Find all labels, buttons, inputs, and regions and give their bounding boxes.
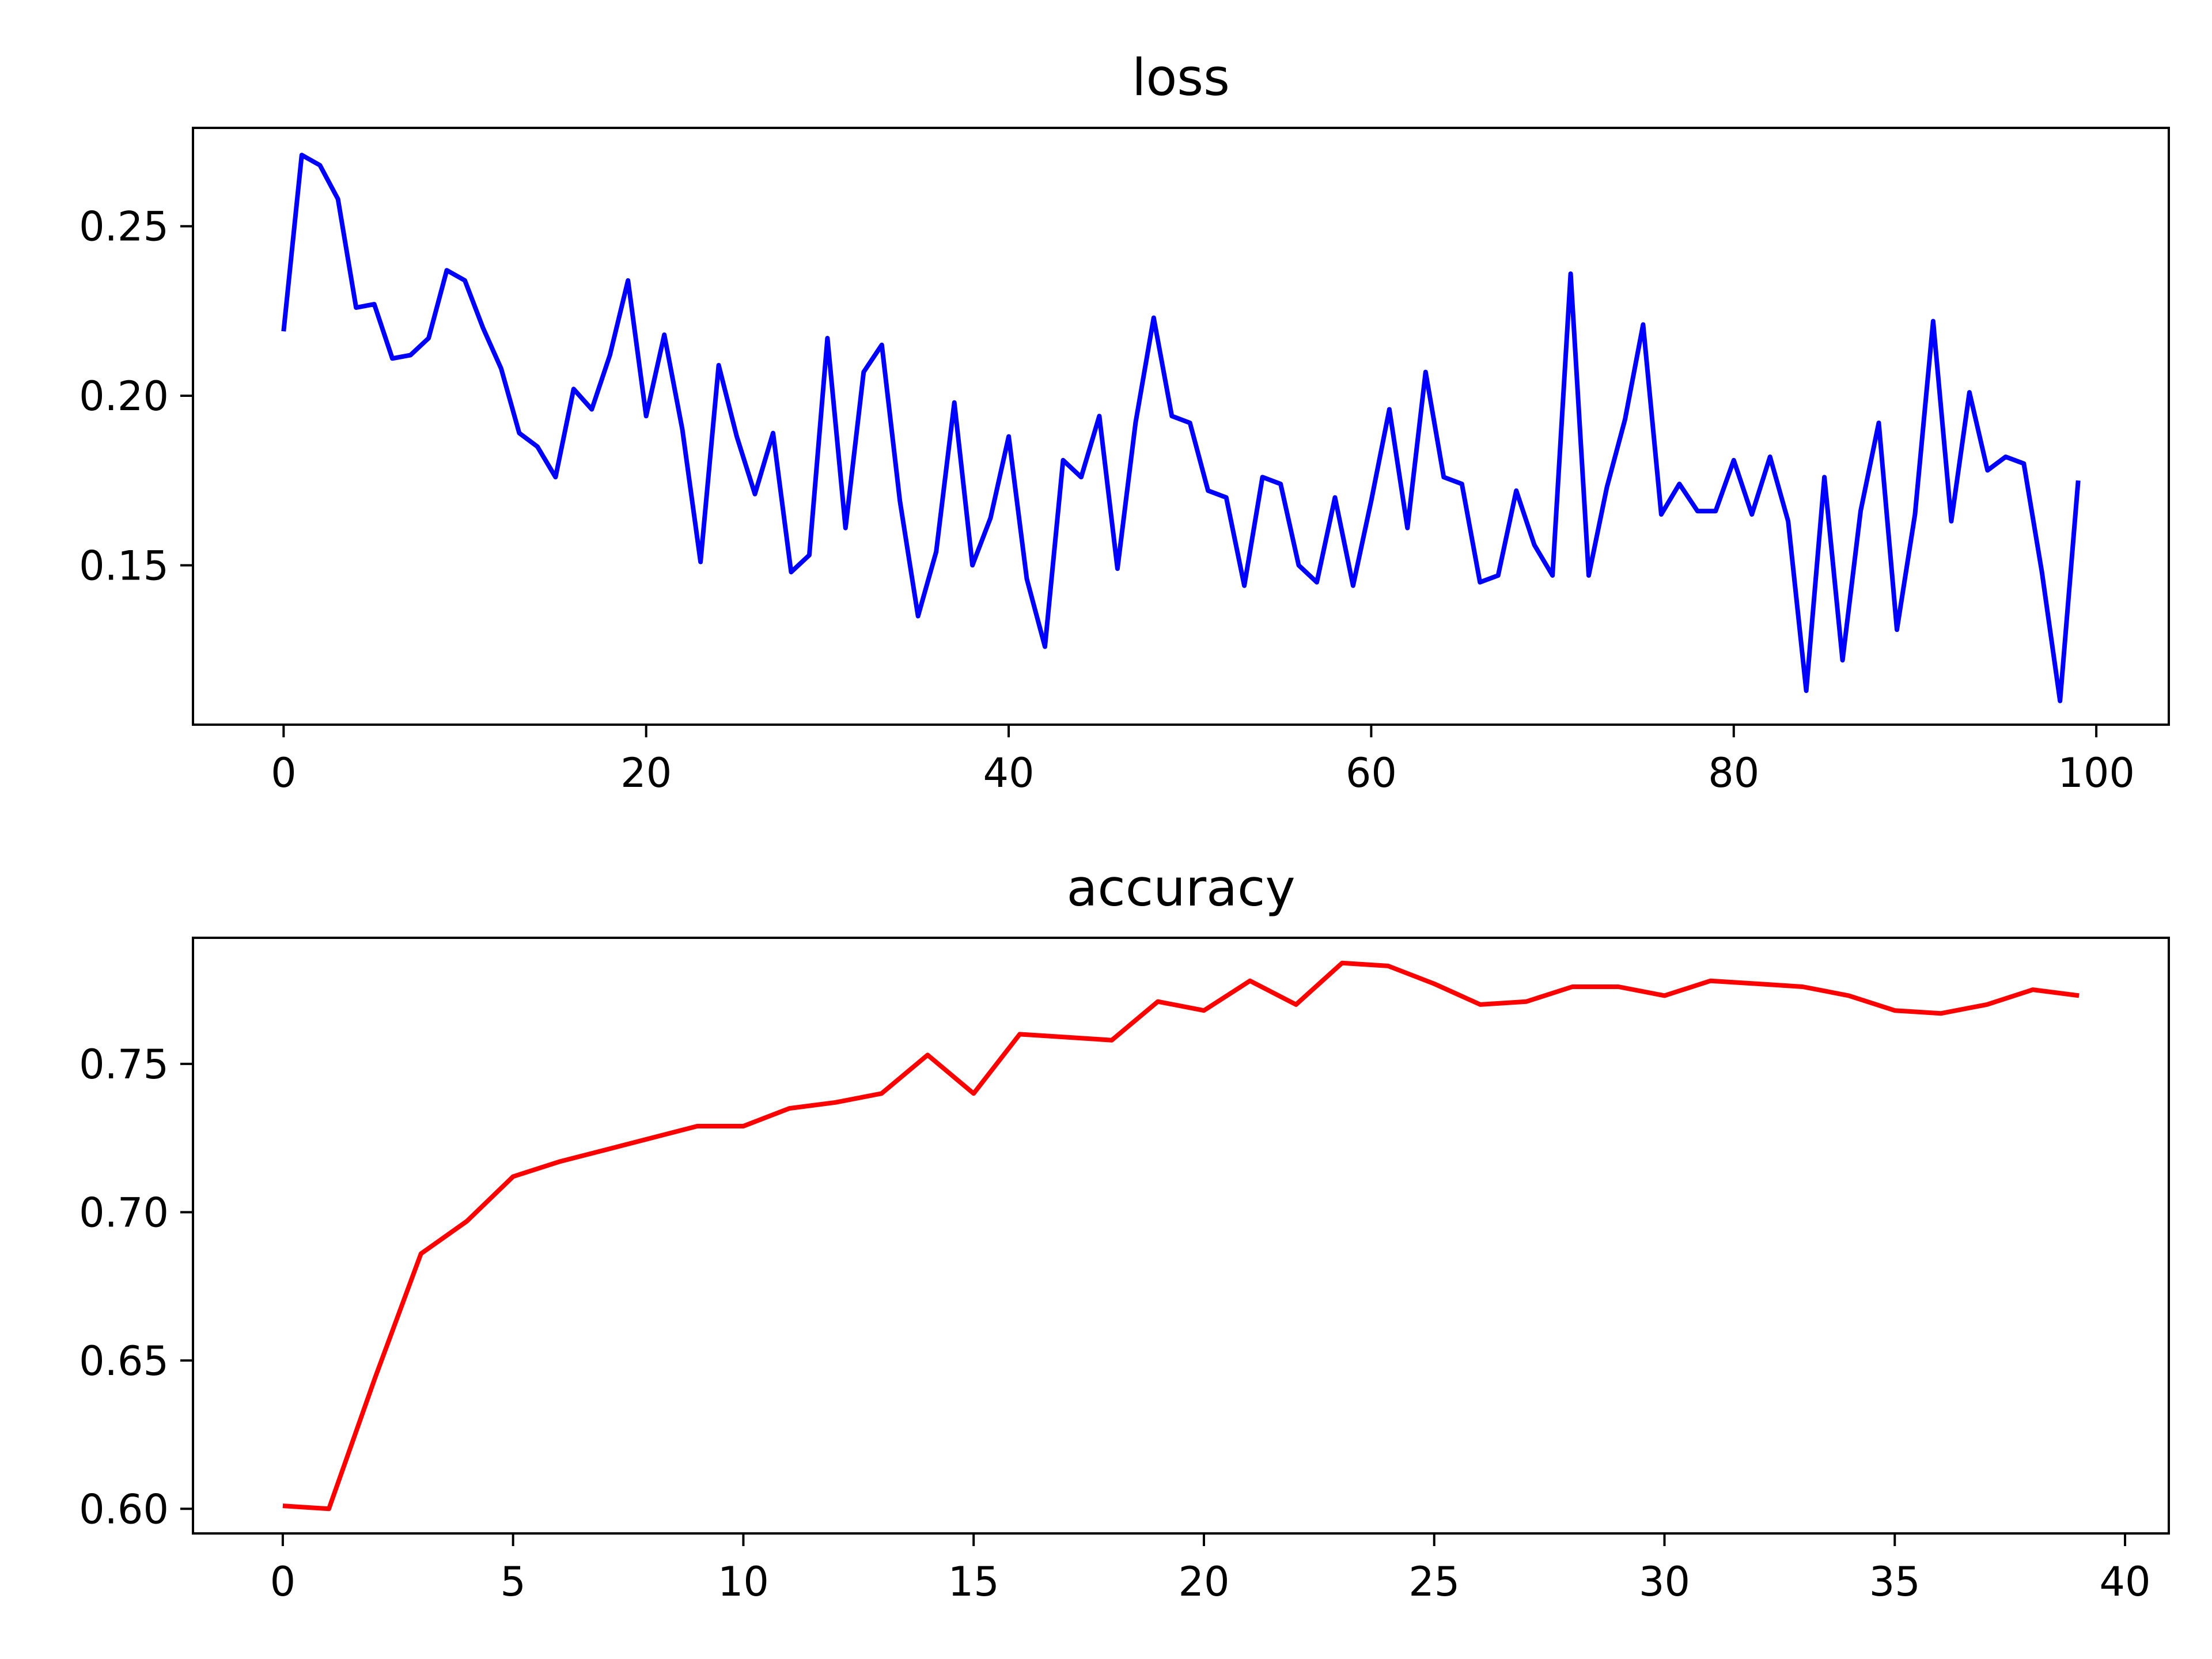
axes-frame <box>192 127 2170 726</box>
x-tick-label: 5 <box>500 1558 526 1605</box>
series-line-0 <box>282 960 2080 1512</box>
x-tick-label: 100 <box>2058 749 2135 797</box>
axes-frame <box>192 937 2170 1535</box>
y-tick-label: 0.70 <box>79 1189 169 1236</box>
accuracy-subplot: accuracy 0 5 10 15 20 25 30 35 40 0.60 0.65 0.70 0.75 <box>79 858 2170 1605</box>
y-tick-label: 0.75 <box>79 1041 169 1088</box>
x-tick-label: 80 <box>1708 749 1759 797</box>
chart-title: accuracy <box>1066 858 1295 918</box>
x-tick-label: 0 <box>270 1558 296 1605</box>
x-tick-label: 20 <box>1178 1558 1229 1605</box>
x-tick-label: 0 <box>271 749 297 797</box>
chart-title: loss <box>1132 48 1230 107</box>
loss-subplot: loss 0 20 40 60 80 100 0.15 0.20 0.25 <box>79 48 2170 797</box>
x-tick-label: 60 <box>1346 749 1397 797</box>
y-tick-label: 0.60 <box>79 1486 169 1533</box>
x-tick-label: 15 <box>948 1558 999 1605</box>
x-tick-label: 20 <box>620 749 672 797</box>
x-tick-label: 25 <box>1408 1558 1460 1605</box>
series-line-0 <box>281 153 2081 703</box>
y-tick-label: 0.15 <box>79 542 169 589</box>
x-tick-label: 40 <box>2100 1558 2151 1605</box>
y-tick-label: 0.20 <box>79 373 169 420</box>
x-tick-label: 30 <box>1639 1558 1690 1605</box>
y-tick-label: 0.65 <box>79 1338 169 1385</box>
x-tick-label: 35 <box>1869 1558 1921 1605</box>
x-tick-label: 10 <box>718 1558 769 1605</box>
y-tick-label: 0.25 <box>79 203 169 251</box>
x-tick-label: 40 <box>983 749 1035 797</box>
